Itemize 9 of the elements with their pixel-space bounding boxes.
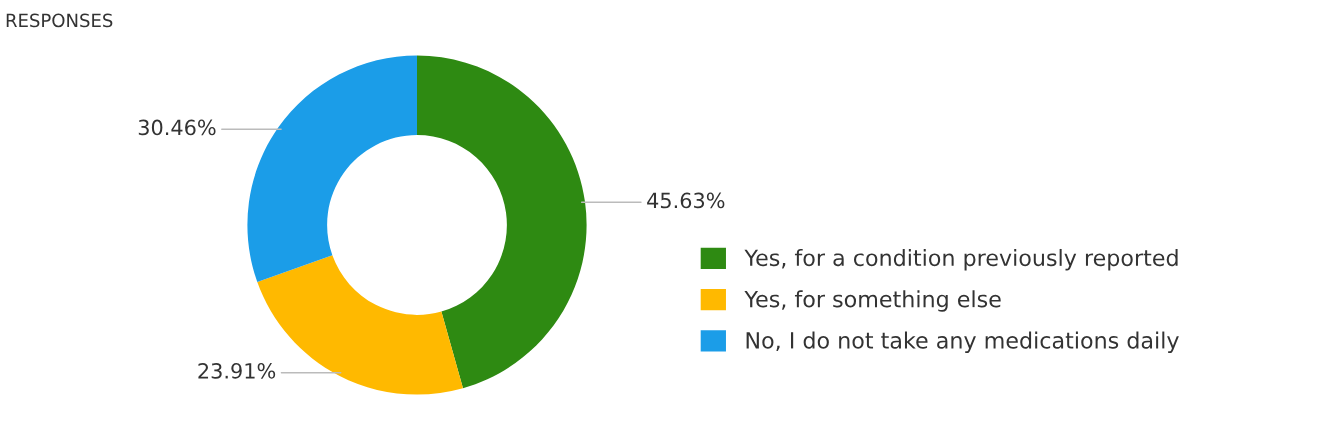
chart-title: RESPONSES bbox=[6, 13, 113, 28]
data-label: 45.63% bbox=[647, 192, 725, 209]
data-label: 23.91% bbox=[198, 362, 276, 379]
donut-slice bbox=[247, 55, 417, 283]
data-label: 30.46% bbox=[138, 119, 216, 136]
legend-label: Yes, for something else bbox=[744, 290, 1001, 312]
donut-slice bbox=[417, 55, 587, 389]
legend-label: No, I do not take any medications daily bbox=[746, 331, 1179, 354]
legend-label: Yes, for a condition previously reported bbox=[744, 248, 1178, 271]
